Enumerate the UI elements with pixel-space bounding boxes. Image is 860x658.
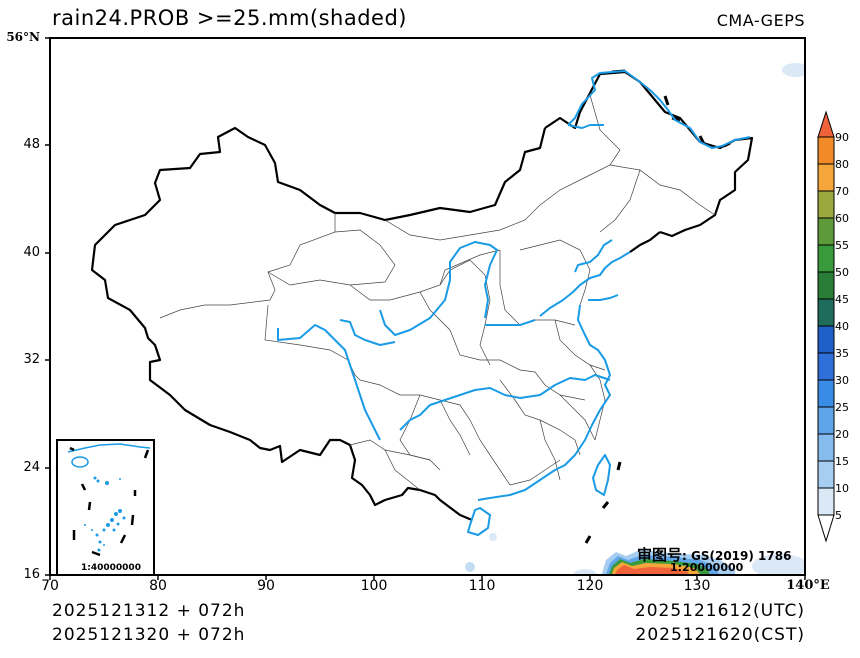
- lat-label-48: 48: [23, 137, 40, 152]
- chart-title: rain24.PROB >=25.mm(shaded): [52, 6, 407, 30]
- lon-label-130: 130: [683, 578, 711, 594]
- axis-ticks: [45, 37, 806, 580]
- approval-label-cn: 审图号: [637, 546, 683, 564]
- lon-label-140: 140°E: [786, 578, 830, 593]
- province-boundaries: [159, 94, 716, 491]
- lat-label-24: 24: [23, 460, 40, 475]
- init-time-utc: 2025121312 + 072h: [52, 601, 246, 621]
- main-map-scale: 1:20000000: [670, 561, 744, 574]
- colorbar: [817, 110, 835, 543]
- lon-label-120: 120: [576, 578, 604, 594]
- colorbar-label-80: 80: [835, 158, 849, 171]
- lat-label-40: 40: [23, 245, 40, 260]
- colorbar-label-5: 5: [835, 509, 842, 522]
- lat-label-16: 16: [23, 567, 40, 582]
- lon-label-110: 110: [468, 578, 496, 594]
- rivers-coastline: [277, 70, 751, 536]
- lon-label-100: 100: [360, 578, 388, 594]
- colorbar-label-40: 40: [835, 320, 849, 333]
- inset-south-china-sea: [56, 439, 155, 576]
- inset-map-scale: 1:40000000: [81, 563, 141, 573]
- lon-label-70: 70: [41, 578, 59, 594]
- colorbar-label-30: 30: [835, 374, 849, 387]
- colorbar-label-45: 45: [835, 293, 849, 306]
- lon-label-80: 80: [149, 578, 167, 594]
- colorbar-label-70: 70: [835, 185, 849, 198]
- lon-label-90: 90: [257, 578, 275, 594]
- model-source-label: CMA-GEPS: [716, 11, 805, 30]
- colorbar-label-60: 60: [835, 212, 849, 225]
- maritime-boundary-dashes: [584, 69, 731, 544]
- colorbar-label-35: 35: [835, 347, 849, 360]
- plot-frame: [49, 37, 806, 576]
- colorbar-label-20: 20: [835, 428, 849, 441]
- map-approval-number: 审图号: GS(2019) 1786: [637, 544, 791, 565]
- lat-label-32: 32: [23, 352, 40, 367]
- approval-number: : GS(2019) 1786: [682, 549, 792, 563]
- colorbar-label-55: 55: [835, 239, 849, 252]
- colorbar-label-25: 25: [835, 401, 849, 414]
- colorbar-label-15: 15: [835, 455, 849, 468]
- valid-time-utc: 2025121612(UTC): [634, 601, 805, 621]
- colorbar-label-10: 10: [835, 482, 849, 495]
- valid-time-cst: 2025121620(CST): [635, 625, 805, 645]
- colorbar-label-90: 90: [835, 131, 849, 144]
- colorbar-label-50: 50: [835, 266, 849, 279]
- init-time-cst: 2025121320 + 072h: [52, 625, 246, 645]
- lat-label-56: 56°N: [6, 30, 40, 44]
- precip-shading: [465, 63, 805, 575]
